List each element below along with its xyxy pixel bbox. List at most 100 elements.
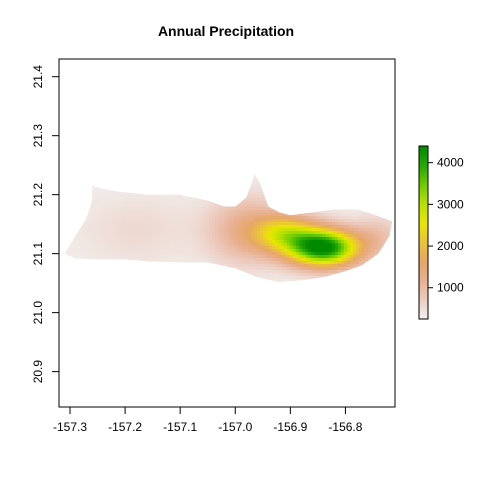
precip-cell [134, 273, 138, 277]
precip-cell [77, 252, 81, 256]
precip-cell [380, 216, 384, 220]
precip-cell [230, 225, 234, 229]
precip-cell [197, 174, 201, 178]
precip-cell [64, 192, 66, 196]
precip-cell [362, 174, 366, 175]
precip-cell [128, 180, 132, 184]
precip-cell [254, 198, 258, 202]
precip-cell [65, 222, 69, 226]
precip-cell [347, 252, 351, 256]
precip-cell [257, 234, 261, 238]
precip-cell [365, 246, 369, 250]
precip-cell [332, 246, 336, 250]
precip-cell [218, 216, 222, 220]
precip-cell [206, 177, 210, 181]
precip-cell [77, 177, 81, 181]
precip-cell [119, 204, 123, 208]
precip-cell [116, 231, 120, 235]
precip-cell [197, 225, 201, 229]
precip-cell [179, 273, 183, 277]
precip-cell [104, 288, 107, 291]
precip-cell [326, 177, 330, 181]
precip-cell [215, 192, 219, 196]
precip-cell [374, 279, 378, 282]
precip-cell [314, 228, 318, 232]
precip-cell [104, 270, 108, 274]
precip-cell [341, 210, 345, 214]
precip-cell [152, 177, 156, 181]
precip-cell [110, 228, 114, 232]
precip-cell [83, 279, 87, 282]
precip-cell [260, 219, 264, 223]
precip-cell [374, 258, 378, 262]
precip-cell [104, 189, 108, 193]
precip-cell [200, 177, 204, 181]
precip-cell [176, 285, 179, 288]
precip-cell [362, 249, 366, 253]
precip-cell [206, 243, 210, 247]
precip-cell [143, 213, 147, 217]
precip-cell [212, 249, 216, 253]
precip-cell [161, 231, 165, 235]
precip-cell [356, 207, 360, 211]
precip-cell [200, 216, 204, 220]
precip-cell [173, 189, 177, 193]
precip-cell [302, 222, 306, 226]
precip-cell [116, 267, 120, 271]
precip-cell [263, 174, 267, 175]
precip-cell [125, 183, 129, 187]
precip-cell [95, 255, 99, 259]
precip-cell [344, 246, 348, 250]
precip-cell [62, 282, 65, 285]
precip-cell [224, 195, 228, 199]
precip-cell [287, 198, 291, 202]
precip-cell [95, 207, 99, 211]
precip-cell [275, 174, 279, 175]
precip-cell [326, 273, 330, 277]
precip-cell [140, 234, 144, 238]
precip-cell [275, 180, 279, 184]
precip-cell [374, 213, 378, 217]
precip-cell [263, 285, 266, 288]
precip-cell [251, 240, 255, 244]
precip-cell [272, 192, 276, 196]
precip-cell [83, 174, 87, 178]
precip-cell [164, 186, 168, 190]
precip-cell [284, 246, 288, 250]
precip-cell [170, 264, 174, 268]
precip-cell [86, 174, 90, 175]
precip-cell [371, 270, 375, 274]
precip-cell [239, 192, 243, 196]
precip-cell [83, 204, 87, 208]
precip-cell [290, 174, 294, 178]
precip-cell [65, 207, 69, 211]
precip-cell [374, 261, 378, 265]
precip-cell [113, 237, 117, 241]
precip-cell [203, 225, 207, 229]
precip-cell [200, 225, 204, 229]
precip-cell [362, 228, 366, 232]
precip-cell [299, 198, 303, 202]
precip-cell [269, 243, 273, 247]
precip-cell [335, 210, 339, 214]
precip-cell [209, 219, 213, 223]
precip-cell [212, 261, 216, 265]
precip-cell [77, 285, 80, 288]
precip-cell [389, 264, 393, 268]
precip-cell [296, 282, 299, 285]
precip-cell [191, 222, 195, 226]
precip-cell [278, 216, 282, 220]
precip-cell [278, 282, 281, 285]
precip-cell [149, 285, 152, 288]
precip-cell [275, 186, 279, 190]
precip-cell [239, 252, 243, 256]
precip-cell [173, 231, 177, 235]
precip-cell [224, 279, 228, 282]
precip-cell [110, 267, 114, 271]
precip-cell [134, 228, 138, 232]
precip-cell [206, 231, 210, 235]
precip-cell [302, 225, 306, 229]
precip-cell [332, 270, 336, 274]
precip-cell [122, 225, 126, 229]
precip-cell [260, 267, 264, 271]
